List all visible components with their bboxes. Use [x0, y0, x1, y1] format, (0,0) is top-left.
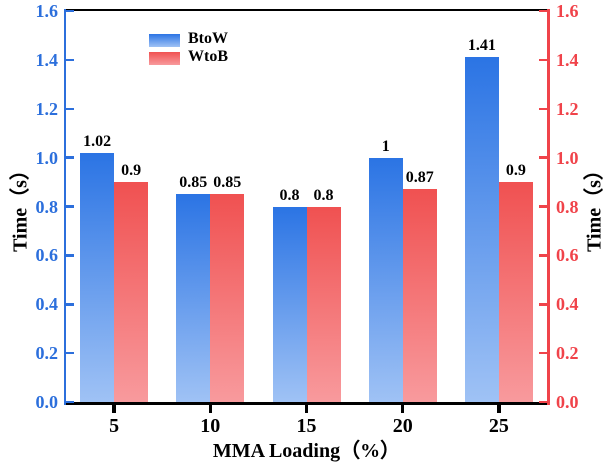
y-tick-label-left: 0.6 [35, 245, 59, 266]
right-spine [547, 8, 550, 405]
bar-wtob-15 [306, 206, 341, 402]
bar-btow-5 [80, 152, 115, 402]
y-tick-right [539, 351, 547, 355]
x-tick-label: 25 [488, 415, 509, 437]
y-tick-right [539, 9, 547, 13]
bar-value-label: 1.41 [467, 37, 496, 55]
x-axis-title: MMA Loading（%） [212, 440, 401, 462]
legend-label-wtob: WtoB [188, 48, 228, 65]
bottom-spine [63, 402, 550, 405]
y-tick-label-right: 0.2 [556, 343, 579, 364]
bar-btow-20 [368, 157, 403, 402]
y-tick-right [539, 58, 547, 62]
y-tick-label-left: 0.2 [35, 343, 59, 364]
y-tick-label-left: 1.2 [35, 98, 59, 119]
bar-value-label: 0.9 [505, 162, 526, 180]
x-tick [112, 405, 116, 413]
x-tick-label: 15 [296, 415, 317, 437]
y-tick-label-left: 1.0 [35, 147, 59, 168]
bar-btow-25 [464, 57, 499, 402]
bar-btow-10 [176, 194, 211, 402]
legend-swatch-btow [149, 34, 180, 47]
y-tick-left [66, 58, 74, 62]
bar-value-label: 0.85 [213, 174, 242, 192]
bar-value-label: 0.8 [313, 186, 334, 204]
y-tick-right [539, 156, 547, 159]
y-tick-label-right: 1.0 [556, 147, 579, 168]
bar-value-label: 0.9 [121, 162, 142, 180]
y-tick-label-left: 1.6 [35, 1, 59, 21]
y-tick-label-right: 0.0 [556, 392, 579, 412]
bar-value-label: 0.8 [279, 186, 300, 204]
y-tick-label-left: 0.0 [35, 392, 59, 412]
bar-wtob-5 [114, 182, 149, 402]
y-tick-label-right: 0.4 [556, 294, 579, 315]
y-tick-right [539, 107, 547, 110]
bar-wtob-10 [210, 194, 245, 402]
x-tick [304, 405, 309, 413]
plot-area: BtoW WtoB 1.02 0.9 0.85 0.85 0.8 0.8 1 0.87 1.41… [63, 8, 550, 413]
x-tick-label: 5 [109, 415, 120, 437]
legend-label-btow: BtoW [188, 30, 228, 47]
y-tick-label-right: 0.8 [556, 196, 579, 217]
y-tick-right [539, 400, 547, 404]
y-tick-right [539, 254, 547, 257]
y-tick-label-right: 1.6 [556, 1, 579, 21]
y-tick-label-right: 1.2 [556, 98, 579, 119]
bar-wtob-25 [498, 182, 533, 402]
y-tick-label-right: 1.4 [556, 49, 579, 70]
y-tick-left [66, 9, 74, 13]
x-tick [208, 405, 213, 413]
x-tick [400, 405, 405, 413]
y-tick-right [539, 205, 547, 208]
y-tick-left [66, 351, 74, 355]
y-tick-label-left: 0.4 [35, 294, 59, 315]
legend-swatch-wtob [149, 52, 180, 65]
bar-btow-15 [272, 206, 307, 402]
y-tick-right [539, 303, 547, 306]
y-tick-left [66, 205, 74, 208]
bar-value-label: 1 [381, 137, 390, 155]
y-tick-left [66, 303, 74, 306]
x-tick-label: 10 [200, 415, 221, 437]
y-tick-left [66, 400, 74, 404]
bar-value-label: 0.87 [405, 169, 434, 187]
y-tick-label-right: 0.6 [556, 245, 579, 266]
y-tick-label-left: 0.8 [35, 196, 59, 217]
top-spine [63, 8, 550, 11]
y-tick-left [66, 156, 74, 159]
bar-value-label: 0.85 [179, 174, 208, 192]
bar-wtob-20 [402, 189, 437, 402]
x-tick-label: 20 [392, 415, 413, 437]
bar-value-label: 1.02 [83, 132, 112, 150]
y-tick-left [66, 254, 74, 257]
y-tick-label-left: 1.4 [35, 49, 59, 70]
x-tick [497, 405, 501, 413]
y-tick-left [66, 107, 74, 110]
left-spine [63, 8, 66, 405]
